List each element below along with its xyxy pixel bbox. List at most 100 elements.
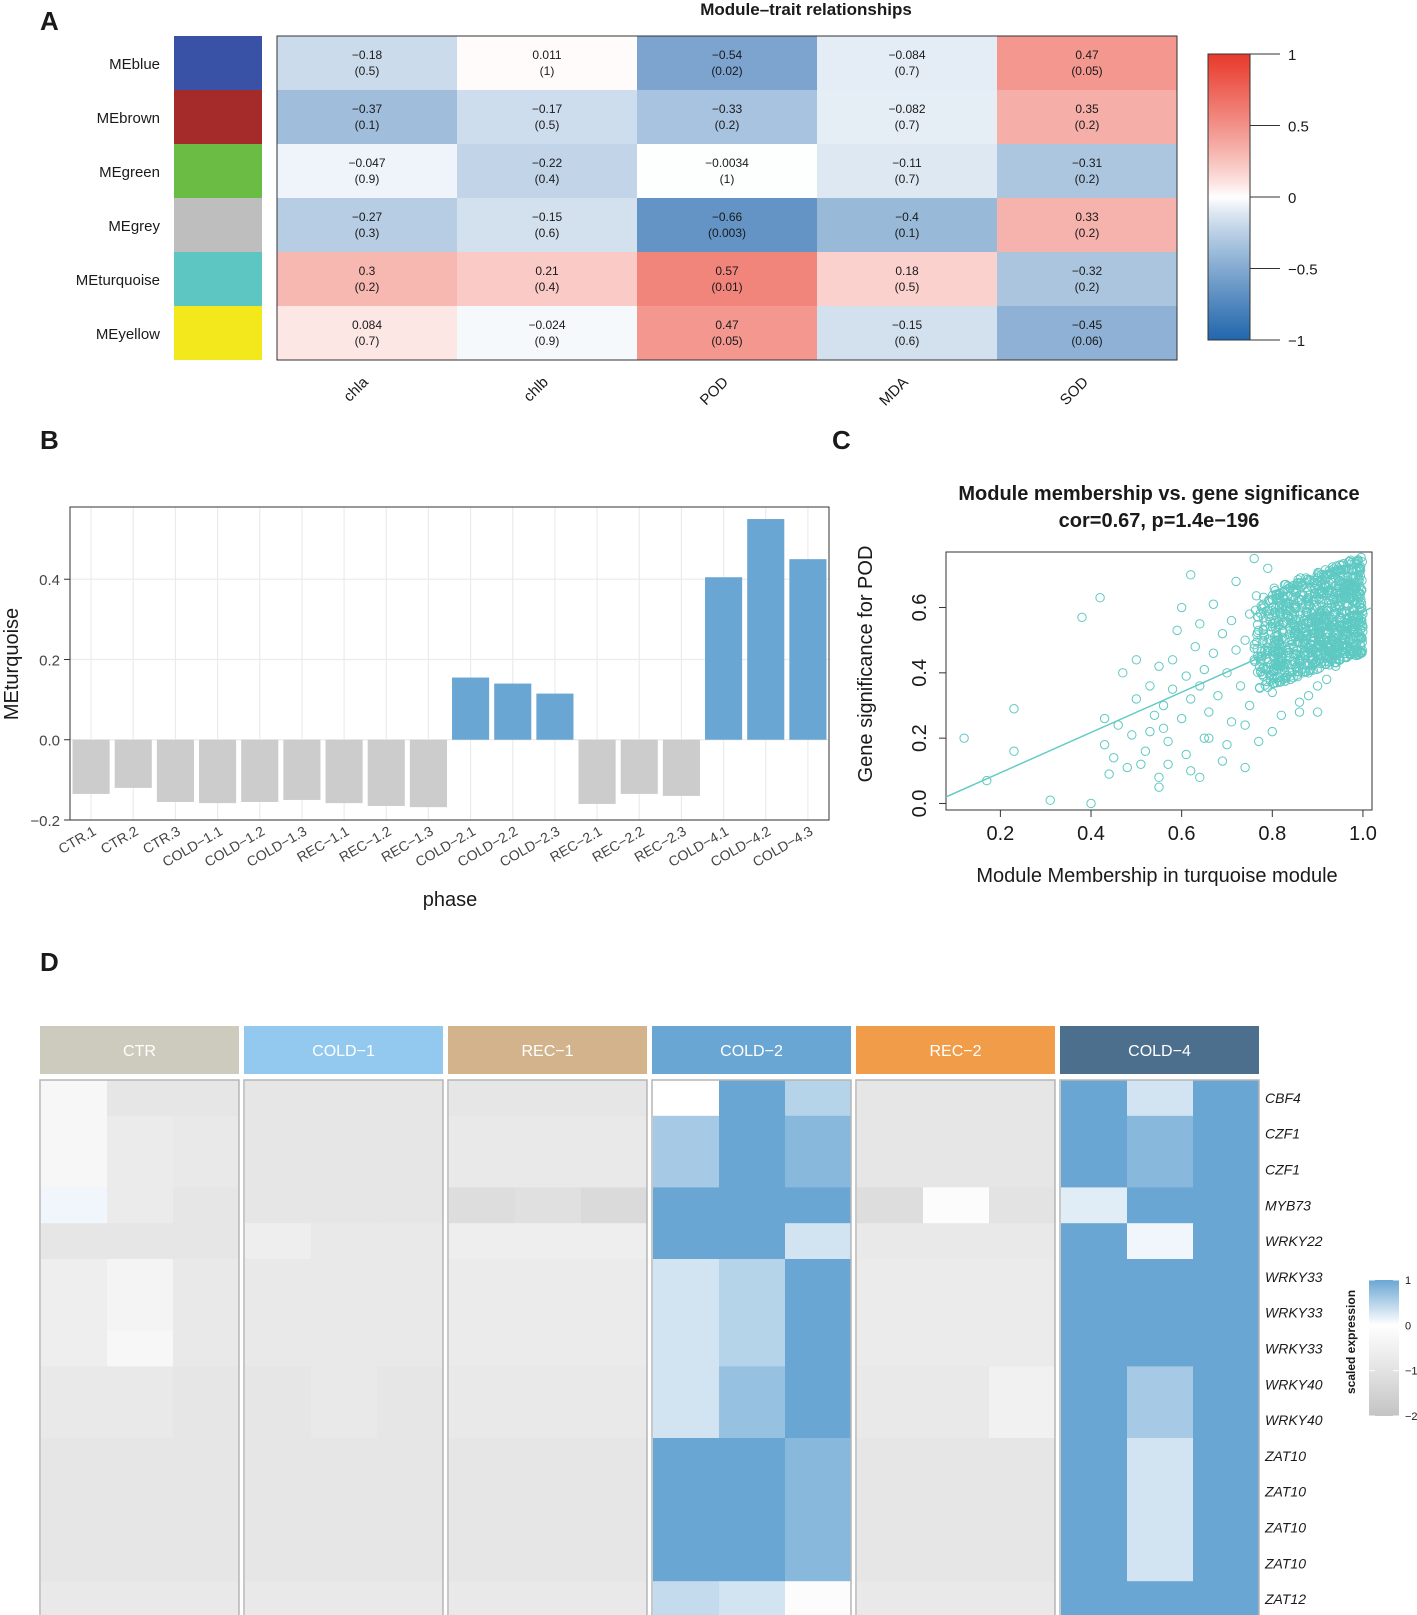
expression-cell (1127, 1151, 1194, 1188)
expression-cell (653, 1294, 720, 1332)
scatter-y-tick-label: 0.2 (909, 724, 931, 752)
scatter-point (1327, 562, 1338, 572)
expression-cell (581, 1581, 648, 1615)
cell-pvalue: (0.2) (715, 118, 740, 132)
expression-cell (857, 1223, 924, 1260)
expression-cell (989, 1259, 1056, 1296)
expression-cell (245, 1545, 312, 1582)
group-header-label: COLD−4 (1128, 1043, 1191, 1060)
scatter-point (1272, 589, 1282, 600)
expression-cell (653, 1330, 720, 1367)
scatter-point (1208, 599, 1219, 609)
expression-cell (41, 1581, 108, 1615)
scatter-point (1291, 583, 1302, 594)
expression-cell (515, 1402, 582, 1439)
scatter-point (1304, 602, 1315, 612)
expression-cell (857, 1438, 924, 1475)
cell-pvalue: (0.4) (535, 280, 560, 294)
heatmap-cell (637, 144, 817, 198)
expression-cell (377, 1438, 444, 1475)
expression-cell (377, 1545, 444, 1582)
expression-cell (989, 1545, 1056, 1582)
scatter-point (1355, 566, 1365, 577)
scatter-point (1276, 635, 1287, 645)
expression-cell (989, 1366, 1056, 1403)
bar (578, 739, 616, 804)
expression-cell (1127, 1545, 1194, 1582)
expression-cell (653, 1438, 720, 1475)
bar (789, 559, 827, 740)
cell-pvalue: (0.7) (355, 334, 380, 348)
scatter-x-axis-title: Module Membership in turquoise module (976, 865, 1337, 887)
expression-cell (989, 1151, 1056, 1188)
module-label: MEgrey (108, 218, 160, 235)
scatter-point (1276, 710, 1287, 720)
expression-cell (515, 1330, 582, 1367)
scatter-y-tick-label: 0.0 (909, 790, 931, 818)
expression-cell (581, 1115, 648, 1153)
scatter-point (1294, 655, 1305, 665)
scatter-point (1343, 634, 1354, 645)
expression-cell (377, 1187, 444, 1224)
expression-cell (581, 1080, 648, 1117)
scatter-point (1240, 762, 1250, 773)
scatter-x-tick-label: 0.2 (986, 823, 1014, 845)
scatter-point (1354, 562, 1364, 572)
expression-cell (653, 1509, 720, 1546)
expression-cell (1127, 1115, 1194, 1153)
expression-cell (1127, 1402, 1194, 1439)
legend-tick-label: 1 (1405, 1275, 1411, 1287)
expression-cell (857, 1473, 924, 1511)
scatter-point (1285, 583, 1296, 593)
scatter-point (1262, 676, 1272, 687)
trait-label: chla (340, 373, 372, 405)
expression-cell (1127, 1330, 1194, 1367)
cell-value: 0.33 (1075, 210, 1099, 224)
expression-cell (311, 1223, 378, 1260)
expression-cell (923, 1115, 990, 1153)
expression-cell (245, 1259, 312, 1296)
scatter-point (1321, 674, 1332, 685)
cell-pvalue: (0.2) (1075, 226, 1100, 240)
scatter-point (1294, 697, 1305, 707)
scatter-point (1095, 593, 1105, 603)
cell-value: 0.18 (895, 264, 919, 278)
module-color-swatch (174, 198, 262, 252)
scatter-point (1272, 645, 1283, 655)
scatter-point (1287, 667, 1297, 677)
scatter-point (1335, 617, 1346, 628)
expression-cell (245, 1294, 312, 1332)
scatter-point (1122, 762, 1132, 773)
expression-cell (173, 1223, 240, 1260)
expression-cell (989, 1330, 1056, 1367)
expression-cell (515, 1366, 582, 1403)
expression-cell (1061, 1080, 1128, 1117)
group-header (244, 1026, 443, 1074)
scatter-point (1335, 596, 1345, 606)
expression-cell (449, 1473, 516, 1511)
scatter-point (1319, 636, 1329, 646)
expression-cell (719, 1545, 786, 1582)
scatter-point (1326, 602, 1336, 613)
expression-cell (107, 1330, 174, 1367)
scatter-title-line1: Module membership vs. gene significance (958, 483, 1359, 505)
expression-cell (377, 1509, 444, 1546)
expression-cell (785, 1366, 852, 1403)
scatter-point (1244, 700, 1255, 711)
scatter-point (1284, 629, 1294, 639)
trait-label: MDA (876, 374, 912, 410)
heatmap-cell (817, 198, 997, 252)
scatter-point (1199, 664, 1210, 675)
group-block-border (1059, 1079, 1260, 1615)
expression-cell (245, 1115, 312, 1153)
gene-label: CBF4 (1265, 1090, 1301, 1106)
scatter-point (1195, 772, 1205, 783)
heatmap-cell (817, 36, 997, 90)
expression-cell (719, 1294, 786, 1332)
scatter-point (1222, 668, 1232, 678)
scatter-point (1331, 661, 1341, 672)
scatter-point (1296, 595, 1307, 605)
expression-cell (245, 1509, 312, 1546)
scatter-point (1299, 623, 1309, 634)
cell-pvalue: (0.7) (895, 64, 920, 78)
